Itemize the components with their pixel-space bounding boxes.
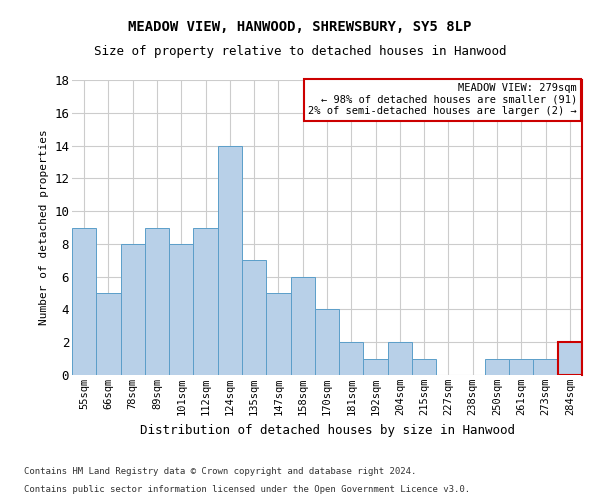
Bar (145, 228, 169, 375)
Bar (121, 244, 145, 375)
Bar (290, 276, 315, 375)
Text: MEADOW VIEW: 279sqm
← 98% of detached houses are smaller (91)
2% of semi-detache: MEADOW VIEW: 279sqm ← 98% of detached ho… (308, 84, 577, 116)
Bar (339, 342, 364, 375)
Bar (364, 358, 388, 375)
Text: MEADOW VIEW, HANWOOD, SHREWSBURY, SY5 8LP: MEADOW VIEW, HANWOOD, SHREWSBURY, SY5 8L… (128, 20, 472, 34)
Bar (388, 342, 412, 375)
Text: Size of property relative to detached houses in Hanwood: Size of property relative to detached ho… (94, 45, 506, 58)
Bar (193, 228, 218, 375)
Bar (218, 146, 242, 375)
Bar (558, 342, 582, 375)
Bar (485, 358, 509, 375)
Bar (315, 310, 339, 375)
Bar (96, 293, 121, 375)
Bar (266, 293, 290, 375)
Bar (72, 228, 96, 375)
Text: Contains HM Land Registry data © Crown copyright and database right 2024.: Contains HM Land Registry data © Crown c… (24, 467, 416, 476)
Bar (169, 244, 193, 375)
Bar (533, 358, 558, 375)
Text: Contains public sector information licensed under the Open Government Licence v3: Contains public sector information licen… (24, 485, 470, 494)
Bar (242, 260, 266, 375)
Bar (412, 358, 436, 375)
X-axis label: Distribution of detached houses by size in Hanwood: Distribution of detached houses by size … (139, 424, 515, 436)
Bar (509, 358, 533, 375)
Y-axis label: Number of detached properties: Number of detached properties (38, 130, 49, 326)
